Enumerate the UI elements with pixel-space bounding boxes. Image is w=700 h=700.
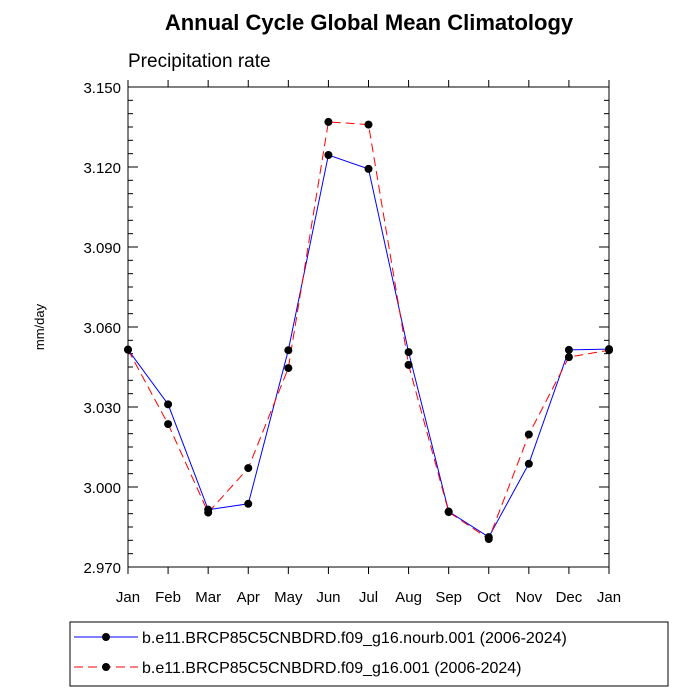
legend-marker-2 <box>102 663 110 671</box>
legend-box <box>69 621 669 687</box>
data-point <box>404 348 413 357</box>
series-line-1 <box>127 154 610 538</box>
x-tick-label: Aug <box>395 589 422 606</box>
data-point <box>404 360 413 369</box>
chart-subtitle: Precipitation rate <box>128 51 271 72</box>
data-point <box>124 345 132 354</box>
y-tick-label: 3.060 <box>83 320 121 337</box>
x-tick-label: Jan <box>116 589 140 606</box>
x-tick-label: Jan <box>597 589 621 606</box>
data-point <box>524 459 533 468</box>
x-tick-label: Jun <box>316 589 340 606</box>
data-point <box>164 420 173 429</box>
legend-label-1: b.e11.BRCP85C5CNBDRD.f09_g16.nourb.001 (… <box>142 630 567 647</box>
x-tick-label: Nov <box>515 589 542 606</box>
series-layer <box>124 117 613 543</box>
x-tick-label: Dec <box>556 589 583 606</box>
x-tick-label: Jul <box>359 589 378 606</box>
y-tick-label: 3.000 <box>83 480 121 497</box>
data-point <box>324 117 333 126</box>
data-point <box>524 430 533 439</box>
y-tick-label: 3.090 <box>83 240 121 257</box>
x-tick-label: Mar <box>195 589 221 606</box>
chart-title: Annual Cycle Global Mean Climatology <box>165 10 574 35</box>
x-axis: Jan Feb Mar Apr May Jun Jul Aug Sep Oct Nov Dec Jan <box>116 80 621 606</box>
data-point <box>564 353 573 362</box>
data-point <box>605 346 613 355</box>
data-point <box>164 400 173 409</box>
data-point <box>364 164 373 173</box>
data-point <box>364 120 373 129</box>
y-tick-label: 3.150 <box>83 80 121 97</box>
legend-label-2: b.e11.BRCP85C5CNBDRD.f09_g16.001 (2006-2… <box>142 660 521 677</box>
data-point <box>204 508 213 517</box>
y-tick-label: 3.120 <box>83 160 121 177</box>
data-point <box>244 499 253 508</box>
data-point <box>244 464 253 473</box>
y-axis: 3.150 3.120 3.090 3.060 3.030 3.000 2.970 <box>83 80 609 577</box>
data-point <box>284 364 293 373</box>
legend: b.e11.BRCP85C5CNBDRD.f09_g16.nourb.001 (… <box>69 621 669 687</box>
legend-marker-1 <box>102 633 110 641</box>
y-tick-label: 2.970 <box>83 560 121 577</box>
data-point <box>444 508 453 517</box>
x-tick-label: Sep <box>435 589 462 606</box>
data-point <box>564 345 573 354</box>
series-line-2 <box>127 121 610 540</box>
data-point <box>324 151 333 159</box>
data-point <box>284 346 293 355</box>
x-tick-label: Feb <box>155 589 181 606</box>
legend-items: b.e11.BRCP85C5CNBDRD.f09_g16.nourb.001 (… <box>74 630 567 677</box>
data-point <box>484 535 493 543</box>
y-axis-label: mm/day <box>32 303 47 350</box>
x-tick-label: Oct <box>477 589 501 606</box>
x-tick-label: May <box>274 589 303 606</box>
y-tick-label: 3.030 <box>83 400 121 417</box>
x-tick-label: Apr <box>237 589 260 606</box>
